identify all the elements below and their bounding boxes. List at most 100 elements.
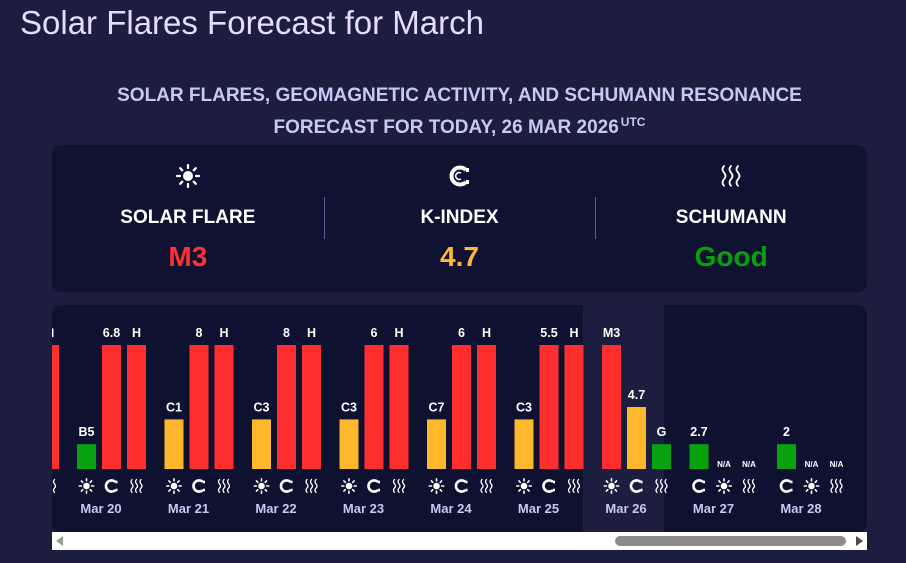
chart-bar: [214, 345, 234, 469]
solar-flare-value: M3: [168, 241, 208, 272]
sun-icon: [175, 163, 201, 189]
bar-value-label: C3: [254, 400, 270, 414]
chart-bar: [364, 345, 384, 469]
chart-bar: [652, 444, 671, 469]
bar-value-label: C3: [516, 400, 532, 414]
scroll-left-arrow-icon[interactable]: [56, 536, 63, 546]
bar-value-label: N/A: [805, 460, 819, 469]
bar-value-label: H: [394, 326, 403, 340]
waves-icon: [480, 478, 493, 494]
x-tick-label: Mar 23: [343, 501, 384, 516]
bar-value-label: N/A: [742, 460, 756, 469]
x-tick-label: Mar 22: [255, 501, 296, 516]
waves-icon: [217, 478, 231, 494]
bar-value-label: 4.7: [628, 388, 645, 402]
scroll-thumb[interactable]: [615, 536, 846, 546]
sun-icon: [516, 478, 532, 494]
chart-bar: [564, 345, 584, 469]
sun-icon: [603, 478, 620, 494]
bar-value-label: C3: [341, 400, 357, 414]
bar-value-label: 6.8: [103, 326, 120, 340]
magnet-icon: [542, 479, 555, 493]
k-index-value: 4.7: [440, 241, 479, 272]
bar-value-label: 2.7: [690, 425, 707, 439]
waves-icon: [52, 478, 57, 494]
summary-panel: SOLAR FLARE M3 K-INDEX 4.7 SCHUMANN: [52, 145, 867, 292]
bar-value-label: B5: [79, 425, 95, 439]
bar-value-label: 5.5: [540, 326, 557, 340]
chart-bar: [277, 345, 296, 469]
bar-value-label: H: [482, 326, 491, 340]
k-index-label: K-INDEX: [420, 207, 499, 228]
x-tick-label: Mar 20: [80, 501, 121, 516]
x-tick-label: Mar 24: [430, 501, 472, 516]
sun-icon: [78, 478, 95, 494]
bar-value-label: C1: [166, 400, 182, 414]
waves-icon: [742, 478, 756, 494]
today-column-highlight: [583, 305, 664, 532]
chart-bar: [602, 345, 621, 469]
chart-bar: [52, 345, 59, 469]
forecast-chart-svg: H B5 6.8 H Mar 20 C1 8 H Mar 21 C3 8 H Mar 22 C3 6 H Mar…: [52, 305, 844, 532]
subtitle-line-2: FORECAST FOR TODAY, 26 MAR 2026 UTC: [52, 109, 867, 141]
sun-icon: [253, 478, 270, 494]
chart-bar: [339, 419, 359, 469]
chart-bar: [427, 419, 446, 469]
chart-bar: [77, 444, 96, 469]
x-tick-label: Mar 21: [168, 501, 209, 516]
waves-icon: [718, 163, 744, 189]
x-tick-label: Mar 26: [605, 501, 646, 516]
bar-value-label: 8: [196, 326, 203, 340]
bar-value-label: H: [219, 326, 228, 340]
chart-bar: [102, 345, 121, 469]
bar-value-label: M3: [603, 326, 620, 340]
chart-bar: [302, 345, 321, 469]
chart-bar: [189, 345, 209, 469]
scroll-right-arrow-icon[interactable]: [856, 536, 863, 546]
chart-bar: [252, 419, 271, 469]
magnet-icon: [279, 479, 293, 493]
waves-icon: [392, 478, 406, 494]
bar-value-label: H: [307, 326, 316, 340]
bar-value-label: 6: [371, 326, 378, 340]
chart-bar: [689, 444, 709, 469]
horizontal-scrollbar[interactable]: [52, 532, 867, 550]
bar-value-label: N/A: [717, 460, 731, 469]
bar-value-label: G: [657, 425, 667, 439]
magnet-icon: [447, 163, 473, 189]
page-title: Solar Flares Forecast for March: [20, 4, 484, 41]
chart-bar: [477, 345, 496, 469]
x-tick-label: Mar 25: [518, 501, 559, 516]
bar-value-label: 8: [283, 326, 290, 340]
chart-bar: [127, 345, 146, 469]
waves-icon: [130, 478, 143, 494]
solar-flare-label: SOLAR FLARE: [120, 207, 256, 228]
forecast-chart[interactable]: H B5 6.8 H Mar 20 C1 8 H Mar 21 C3 8 H Mar 22 C3 6 H Mar…: [52, 305, 867, 532]
x-tick-label: Mar 28: [780, 501, 821, 516]
magnet-icon: [454, 479, 468, 493]
subtitle-timezone: UTC: [620, 115, 646, 129]
bar-value-label: H: [132, 326, 141, 340]
sun-icon: [803, 478, 820, 494]
waves-icon: [567, 478, 581, 494]
schumann-label: SCHUMANN: [675, 207, 787, 228]
chart-bar: [627, 407, 646, 469]
magnet-icon: [692, 479, 705, 493]
waves-icon: [830, 478, 843, 494]
magnet-icon: [367, 479, 380, 493]
bar-value-label: 2: [783, 425, 790, 439]
subtitle-line-1: SOLAR FLARES, GEOMAGNETIC ACTIVITY, AND …: [117, 85, 802, 106]
waves-icon: [305, 478, 318, 494]
sun-icon: [166, 478, 182, 494]
chart-bar: [389, 345, 409, 469]
chart-bar: [539, 345, 559, 469]
chart-bar: [452, 345, 471, 469]
magnet-icon: [192, 479, 205, 493]
magnet-icon: [629, 479, 643, 493]
x-tick-label: Mar 27: [693, 501, 734, 516]
waves-icon: [655, 478, 668, 494]
bar-value-label: H: [52, 326, 54, 340]
forecast-subtitle: SOLAR FLARES, GEOMAGNETIC ACTIVITY, AND …: [52, 83, 867, 141]
schumann-value: Good: [694, 241, 768, 272]
solar-flare-metric: SOLAR FLARE M3: [52, 145, 324, 292]
